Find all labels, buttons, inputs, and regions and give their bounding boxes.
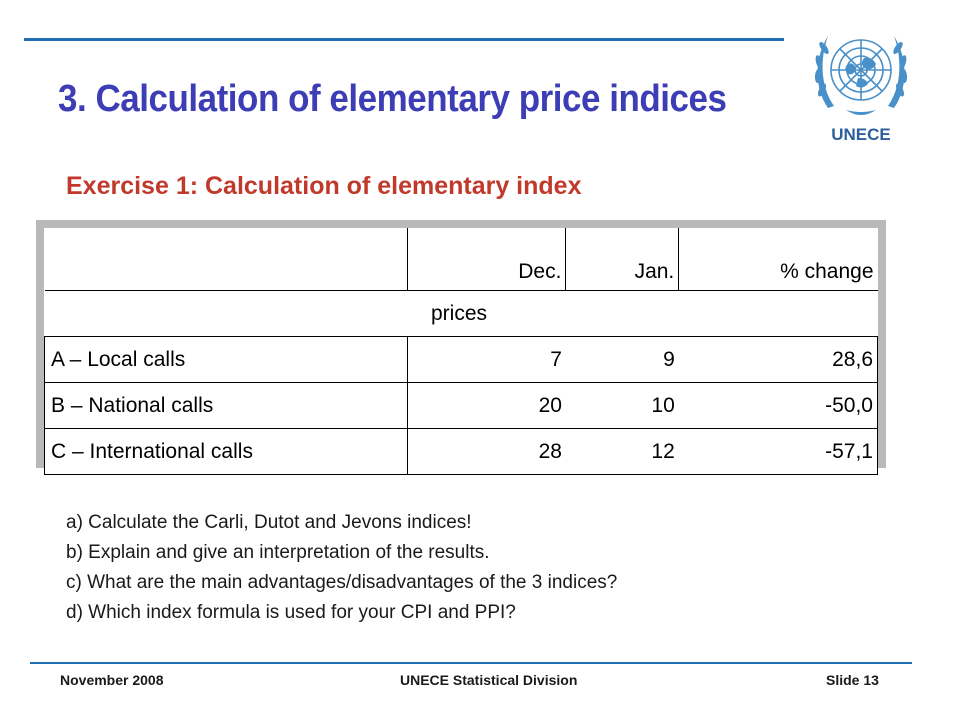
footer-rule [30,662,912,664]
question-a: a) Calculate the Carli, Dutot and Jevons… [66,512,472,533]
footer-organization: UNECE Statistical Division [400,672,578,688]
cell-jan: 12 [565,428,679,475]
table-row: C – International calls 28 12 -57,1 [44,428,878,475]
cell-jan: 9 [565,336,679,383]
row-label: C – International calls [44,428,408,475]
row-label: A – Local calls [44,336,408,383]
row-label: B – National calls [44,382,408,429]
slide-title: 3. Calculation of elementary price indic… [58,78,727,120]
cell-dec: 28 [406,428,566,475]
table-row: A – Local calls 7 9 28,6 [44,336,878,383]
table-row: B – National calls 20 10 -50,0 [44,382,878,429]
header-cell-change: % change [678,228,878,291]
group-label-prices: prices [44,290,878,337]
cell-change: -57,1 [678,428,878,475]
header-cell-item [45,228,408,291]
question-list: a) Calculate the Carli, Dutot and Jevons… [66,508,617,628]
cell-change: 28,6 [678,336,878,383]
logo-text: UNECE [831,125,891,144]
table-header-row: Dec. Jan. % change [45,228,878,291]
header-cell-dec: Dec. [406,228,566,291]
top-rule [24,38,784,41]
footer-date: November 2008 [60,672,164,688]
price-table: Dec. Jan. % change prices A – Local call… [44,228,878,475]
cell-jan: 10 [565,382,679,429]
footer-slide-number: Slide 13 [826,672,879,688]
cell-change: -50,0 [678,382,878,429]
unece-logo: UNECE [814,36,908,144]
cell-dec: 7 [406,336,566,383]
question-b: b) Explain and give an interpretation of… [66,542,490,563]
question-c: c) What are the main advantages/disadvan… [66,572,618,593]
exercise-subtitle: Exercise 1: Calculation of elementary in… [66,172,582,200]
question-d: d) Which index formula is used for your … [66,602,516,623]
cell-dec: 20 [406,382,566,429]
table-group-row: prices [44,290,878,337]
header-cell-jan: Jan. [565,228,679,291]
